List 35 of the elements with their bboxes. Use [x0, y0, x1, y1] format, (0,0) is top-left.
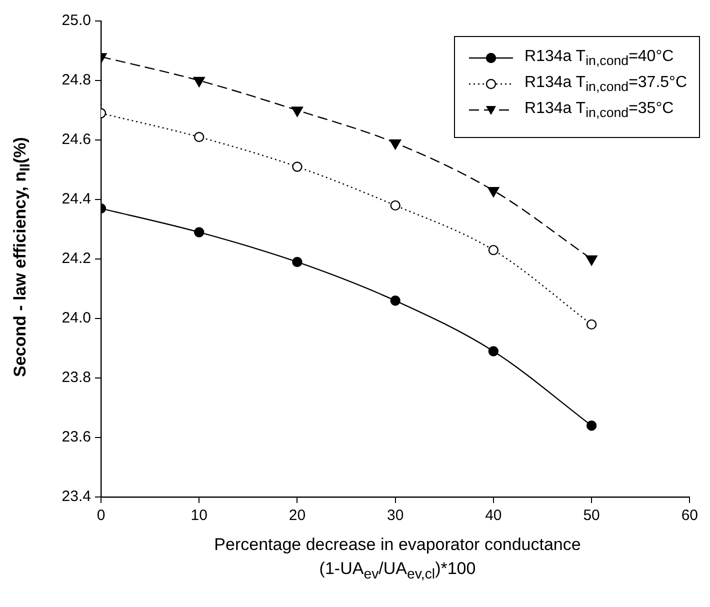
point [291, 106, 304, 117]
legend-label: R134a T$_{in,cond}$=40°C [524, 48, 674, 68]
y-tick-label: 24.0 [62, 310, 91, 327]
point [390, 200, 400, 211]
point [586, 319, 597, 330]
y-tick-label: 24.2 [62, 250, 91, 268]
point [193, 76, 205, 88]
x-tick-label: 10 [190, 507, 208, 524]
x-tick-label: 30 [386, 507, 404, 524]
x-tick-label: 0 [96, 507, 106, 524]
point [390, 296, 400, 306]
legend-label: R134a T$_{in,cond}$=37.5°C [524, 74, 687, 94]
point [488, 244, 499, 256]
y-tick-label: 25.0 [62, 12, 91, 30]
point [390, 139, 402, 150]
point [488, 186, 500, 198]
point [586, 420, 597, 431]
y-tick-label: 23.4 [62, 488, 91, 506]
y-tick-label: 24.6 [62, 131, 91, 148]
point [586, 255, 598, 266]
point [488, 346, 499, 356]
x-tick-label: 60 [681, 507, 698, 524]
y-tick-label: 24.4 [62, 190, 91, 208]
point [194, 132, 204, 142]
x-tick-label: 40 [485, 507, 502, 524]
point [292, 256, 302, 268]
y-tick-label: 24.8 [62, 72, 91, 89]
point [194, 227, 204, 238]
y-tick-label: 23.8 [62, 369, 91, 386]
point [292, 162, 302, 172]
legend-label: R134a T$_{in,cond}$=35°C [524, 100, 674, 120]
x-axis-title: Percentage decrease in evaporator conductance (1-UA$_{ev}$/UA$_{ev,cl}$)*100 [213, 534, 582, 584]
x-tick-label: 50 [583, 507, 600, 524]
y-tick-label: 23.6 [62, 428, 91, 446]
x-tick-label: 20 [288, 507, 306, 524]
